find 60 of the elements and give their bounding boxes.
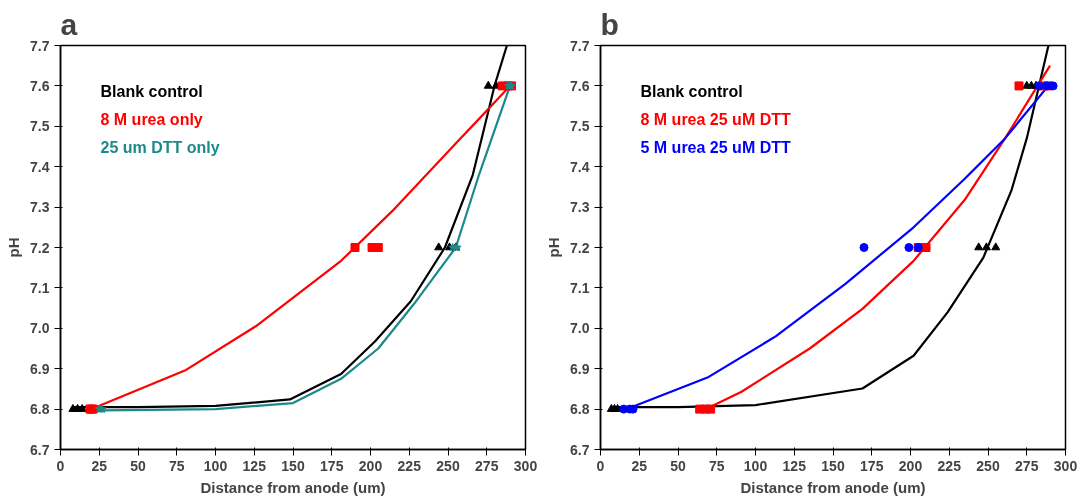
y-axis-title: pH: [5, 237, 23, 258]
y-tick-label: 7.4: [30, 158, 50, 175]
y-tick-label: 7.5: [570, 118, 590, 135]
x-tick-label: 50: [130, 457, 146, 474]
y-tick-label: 7.3: [570, 199, 590, 216]
x-axis-title: Distance from anode (um): [740, 478, 926, 496]
x-tick-label: 250: [436, 457, 460, 474]
x-tick-label: 250: [976, 457, 1000, 474]
x-tick-label: 75: [168, 457, 185, 474]
x-tick-label: 25: [91, 457, 108, 474]
y-tick-label: 7.6: [570, 77, 590, 94]
y-tick-label: 7.1: [570, 279, 590, 296]
x-tick-label: 225: [397, 457, 422, 474]
x-tick-label: 125: [782, 457, 807, 474]
x-tick-label: 150: [281, 457, 305, 474]
chart-title: a: [60, 7, 78, 41]
y-tick-label: 7.0: [30, 320, 50, 337]
x-tick-label: 225: [937, 457, 962, 474]
text: Blank control: [640, 82, 743, 100]
y-tick-label: 7.7: [570, 37, 590, 54]
y-tick-label: 6.7: [30, 441, 50, 458]
text: Blank control: [100, 82, 203, 100]
x-tick-label: 100: [203, 457, 228, 474]
text: 25 um DTT only: [100, 138, 220, 156]
y-tick-label: 7.5: [30, 118, 50, 135]
x-tick-label: 50: [670, 457, 686, 474]
x-tick-label: 25: [631, 457, 648, 474]
text: 8 M urea only: [100, 110, 203, 128]
x-tick-label: 175: [320, 457, 344, 474]
x-tick-label: 0: [596, 457, 605, 474]
x-tick-label: 125: [242, 457, 267, 474]
x-tick-label: 300: [1053, 457, 1078, 474]
y-tick-label: 6.9: [570, 360, 590, 377]
y-tick-label: 6.8: [570, 401, 590, 418]
y-tick-label: 7.2: [570, 239, 590, 256]
x-tick-label: 275: [1015, 457, 1039, 474]
x-axis-title: Distance from anode (um): [200, 478, 386, 496]
x-tick-label: 200: [358, 457, 383, 474]
x-tick-label: 0: [56, 457, 65, 474]
x-tick-label: 275: [475, 457, 499, 474]
x-tick-label: 200: [898, 457, 923, 474]
x-tick-label: 300: [513, 457, 538, 474]
y-tick-label: 7.0: [570, 320, 590, 337]
y-tick-label: 7.4: [570, 158, 590, 175]
y-axis-title: pH: [545, 237, 563, 258]
y-tick-label: 6.7: [570, 441, 590, 458]
chart-title: b: [600, 7, 619, 41]
text: 8 M urea 25 uM DTT: [640, 110, 791, 128]
y-tick-label: 7.1: [30, 279, 50, 296]
x-tick-label: 150: [821, 457, 845, 474]
y-tick-label: 6.9: [30, 360, 50, 377]
text: 5 M urea 25 uM DTT: [640, 138, 791, 156]
x-tick-label: 100: [743, 457, 768, 474]
y-tick-label: 7.7: [30, 37, 50, 54]
x-tick-label: 175: [860, 457, 884, 474]
y-tick-label: 6.8: [30, 401, 50, 418]
x-tick-label: 75: [708, 457, 725, 474]
y-tick-label: 7.2: [30, 239, 50, 256]
y-tick-label: 7.3: [30, 199, 50, 216]
y-tick-label: 7.6: [30, 77, 50, 94]
